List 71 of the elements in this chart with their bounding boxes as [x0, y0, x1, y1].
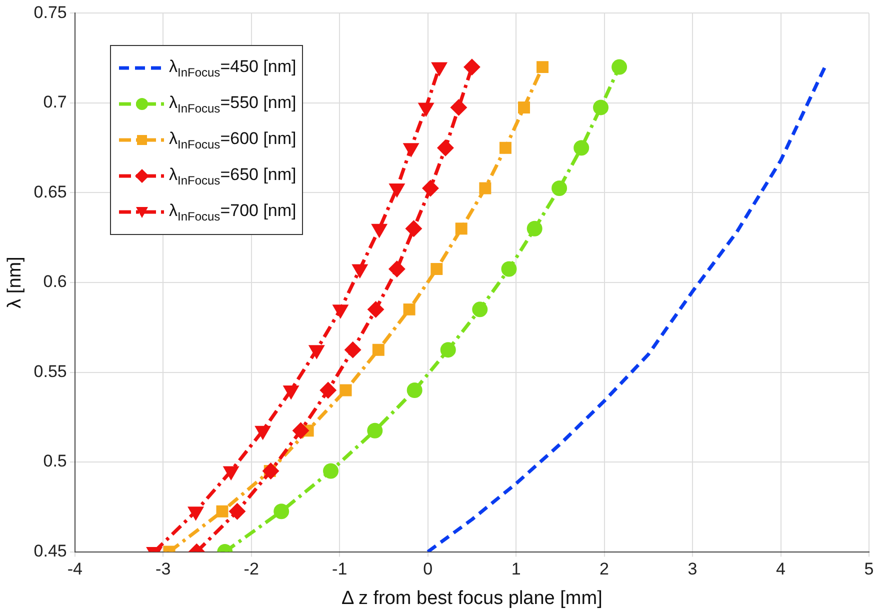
point	[501, 261, 517, 277]
y-tick-label: 0.5	[43, 452, 67, 471]
x-tick-label: 1	[511, 560, 521, 579]
point	[593, 100, 609, 116]
legend-label: λ$_{InFocus}$=550 [nm]	[169, 92, 296, 116]
y-tick-label: 0.75	[34, 2, 67, 22]
point	[367, 422, 383, 438]
legend-label: λ$_{InFocus}$=650 [nm]	[169, 164, 296, 188]
point	[526, 220, 542, 236]
point	[274, 504, 290, 520]
point	[216, 505, 228, 518]
point	[284, 385, 298, 398]
point	[518, 101, 530, 114]
point	[472, 302, 488, 318]
legend-label: λ$_{InFocus}$=450 [nm]	[169, 56, 296, 80]
point	[422, 180, 438, 196]
legend-label: λ$_{InFocus}$=700 [nm]	[169, 200, 296, 224]
point	[293, 422, 309, 438]
point	[450, 100, 466, 116]
point	[419, 102, 434, 116]
point	[406, 382, 422, 398]
point	[320, 382, 336, 398]
point	[352, 264, 367, 277]
point	[455, 222, 468, 235]
point	[334, 304, 348, 318]
point	[340, 384, 352, 396]
point	[479, 182, 492, 194]
point	[372, 224, 386, 236]
point	[372, 344, 384, 356]
point	[438, 140, 454, 156]
x-tick-label: 2	[600, 560, 610, 579]
point	[574, 140, 590, 156]
y-axis-title: λ [nm]	[4, 256, 26, 308]
y-tick-label: 0.55	[34, 362, 67, 381]
point	[552, 180, 568, 196]
point	[404, 143, 418, 156]
y-tick-label: 0.7	[43, 92, 67, 112]
x-tick-label: -4	[67, 560, 82, 579]
x-tick-label: 4	[776, 560, 786, 579]
point	[430, 263, 443, 276]
point	[499, 142, 512, 154]
x-tick-label: -2	[244, 560, 259, 579]
point	[224, 466, 238, 479]
point	[432, 62, 446, 75]
point	[406, 220, 422, 236]
point	[464, 59, 480, 75]
x-tick-label: 0	[423, 560, 433, 579]
line-series	[426, 65, 827, 552]
point	[323, 463, 339, 479]
point	[256, 426, 270, 438]
point	[389, 261, 405, 277]
legend-label: λ$_{InFocus}$=600 [nm]	[169, 128, 296, 152]
x-tick-label: -3	[156, 560, 171, 579]
point	[403, 303, 416, 316]
point	[368, 302, 384, 318]
point	[390, 183, 404, 196]
point	[345, 342, 361, 358]
point	[536, 61, 549, 74]
point	[188, 506, 203, 520]
x-tick-label: 5	[864, 560, 874, 579]
y-tick-label: 0.45	[34, 541, 67, 560]
x-axis-title: Δ z from best focus plane [mm]	[342, 588, 602, 609]
y-tick-label: 0.65	[34, 182, 67, 202]
point	[229, 504, 245, 520]
point	[310, 345, 324, 358]
point	[263, 463, 279, 479]
point	[440, 342, 456, 358]
point	[612, 59, 628, 75]
y-tick-label: 0.6	[43, 272, 67, 292]
x-tick-label: 3	[688, 560, 698, 579]
x-tick-label: -1	[332, 560, 348, 579]
